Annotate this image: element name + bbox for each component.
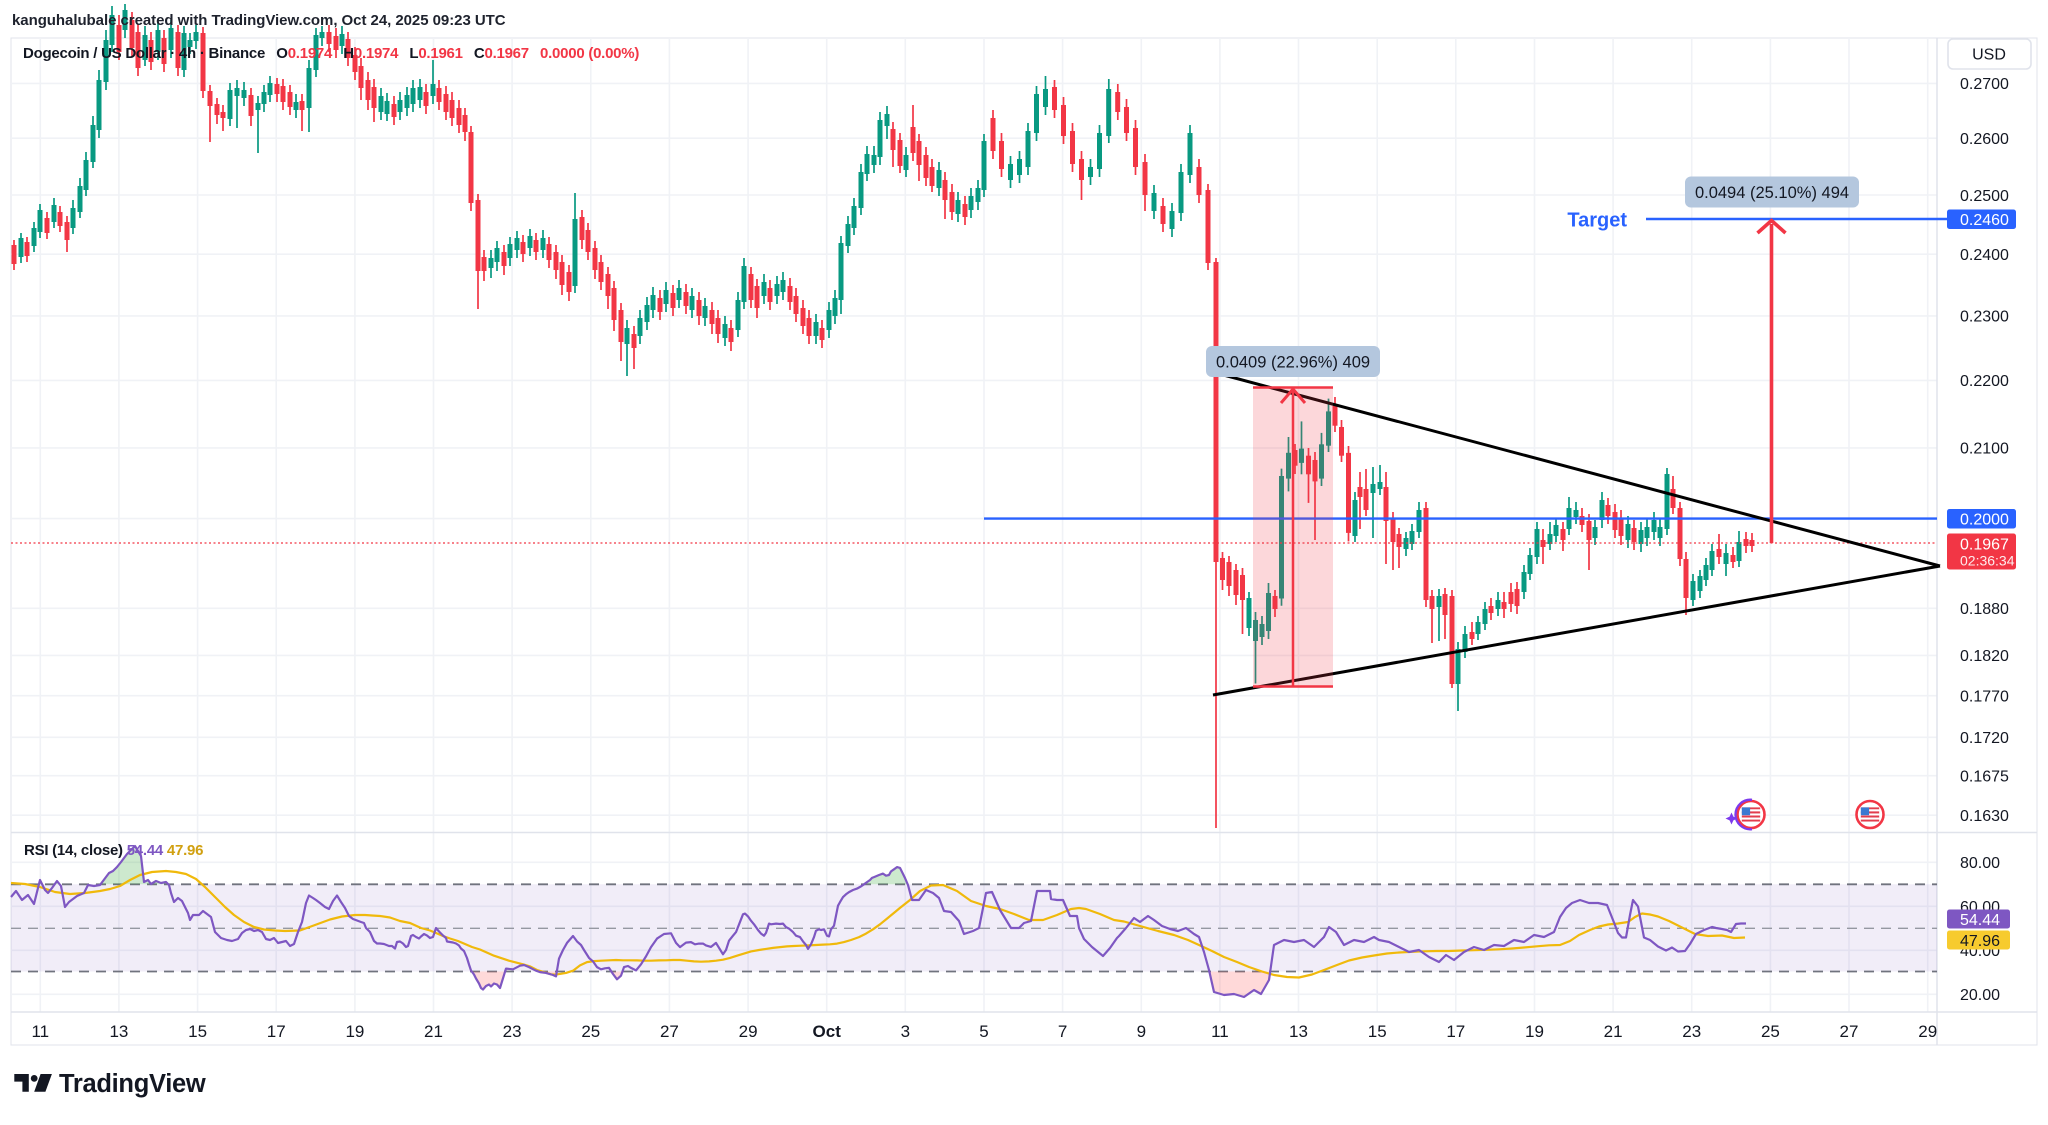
svg-text:13: 13 (109, 1022, 128, 1041)
svg-text:13: 13 (1289, 1022, 1308, 1041)
svg-text:0.2500: 0.2500 (1960, 188, 2009, 205)
svg-text:0.1967: 0.1967 (1960, 537, 2009, 554)
svg-text:25: 25 (1761, 1022, 1780, 1041)
svg-text:0.1630: 0.1630 (1960, 808, 2009, 825)
svg-text:23: 23 (1682, 1022, 1701, 1041)
svg-text:25: 25 (581, 1022, 600, 1041)
svg-text:0.0494 (25.10%) 494: 0.0494 (25.10%) 494 (1695, 184, 1849, 202)
svg-text:15: 15 (188, 1022, 207, 1041)
svg-text:0.1675: 0.1675 (1960, 769, 2009, 786)
svg-text:11: 11 (1211, 1022, 1229, 1041)
svg-text:0.2400: 0.2400 (1960, 247, 2009, 264)
svg-text:29: 29 (739, 1022, 758, 1041)
svg-text:Dogecoin / US Dollar · 4h · Bi: Dogecoin / US Dollar · 4h · Binance O0.1… (23, 45, 639, 62)
svg-text:0.0409 (22.96%) 409: 0.0409 (22.96%) 409 (1216, 354, 1370, 372)
svg-text:USD: USD (1972, 47, 2006, 64)
svg-text:RSI (14, close) 54.44 47.96: RSI (14, close) 54.44 47.96 (24, 842, 203, 859)
svg-text:9: 9 (1137, 1022, 1146, 1041)
svg-text:19: 19 (345, 1022, 364, 1041)
svg-text:54.44: 54.44 (1960, 912, 2000, 929)
svg-text:0.2700: 0.2700 (1960, 76, 2009, 93)
svg-text:19: 19 (1525, 1022, 1544, 1041)
svg-text:47.96: 47.96 (1960, 933, 2000, 950)
svg-text:0.2000: 0.2000 (1960, 512, 2009, 529)
svg-text:27: 27 (1840, 1022, 1859, 1041)
svg-text:80.00: 80.00 (1960, 855, 2000, 872)
svg-text:0.2100: 0.2100 (1960, 441, 2009, 458)
svg-text:23: 23 (503, 1022, 522, 1041)
svg-text:02:36:34: 02:36:34 (1960, 553, 2015, 569)
svg-text:27: 27 (660, 1022, 679, 1041)
svg-text:15: 15 (1368, 1022, 1387, 1041)
svg-text:0.2300: 0.2300 (1960, 309, 2009, 326)
svg-text:0.1820: 0.1820 (1960, 648, 2009, 665)
svg-text:TradingView: TradingView (59, 1070, 206, 1098)
svg-text:3: 3 (901, 1022, 910, 1041)
svg-text:Target: Target (1567, 210, 1627, 232)
svg-text:21: 21 (1604, 1022, 1623, 1041)
svg-text:Oct: Oct (813, 1022, 842, 1041)
svg-text:0.2460: 0.2460 (1960, 212, 2009, 229)
svg-text:0.1720: 0.1720 (1960, 730, 2009, 747)
svg-text:0.2600: 0.2600 (1960, 131, 2009, 148)
svg-text:21: 21 (424, 1022, 443, 1041)
svg-text:20.00: 20.00 (1960, 987, 2000, 1004)
svg-text:5: 5 (979, 1022, 988, 1041)
svg-text:0.1880: 0.1880 (1960, 601, 2009, 618)
svg-text:17: 17 (1446, 1022, 1465, 1041)
svg-text:29: 29 (1918, 1022, 1937, 1041)
svg-text:17: 17 (267, 1022, 286, 1041)
svg-text:0.2200: 0.2200 (1960, 373, 2009, 390)
svg-text:0.1770: 0.1770 (1960, 689, 2009, 706)
svg-text:kanguhalubale created with Tra: kanguhalubale created with TradingView.c… (12, 12, 506, 29)
svg-text:11: 11 (31, 1022, 49, 1041)
svg-text:7: 7 (1058, 1022, 1067, 1041)
